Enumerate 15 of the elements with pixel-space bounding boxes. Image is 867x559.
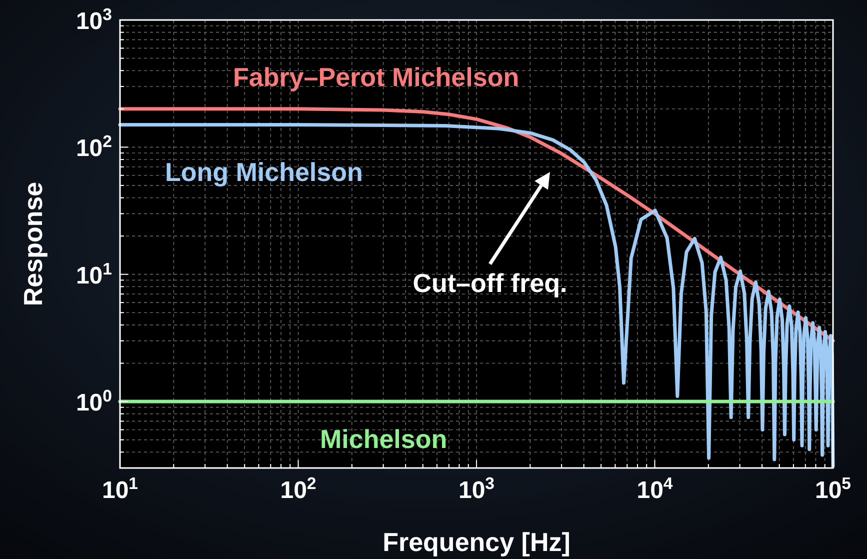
x-tick-label: 10$^{1}$ — [102, 474, 138, 504]
series-label: Fabry–Perot Michelson — [233, 62, 520, 92]
annotation: Cut–off freq. — [412, 268, 568, 298]
y-tick-label: 10$^{0}$ — [76, 386, 112, 417]
series-label: Michelson — [320, 424, 448, 454]
x-tick-label: 10$^{3}$ — [458, 474, 495, 504]
x-tick-label: 10$^{4}$ — [636, 474, 674, 504]
x-tick-label: 10$^{2}$ — [280, 474, 316, 504]
x-tick-label: 10$^{5}$ — [814, 474, 852, 504]
y-tick-label: 10$^{3}$ — [76, 4, 112, 35]
y-tick-label: 10$^{2}$ — [76, 132, 112, 162]
x-axis-title: Frequency [Hz] — [382, 527, 570, 557]
y-axis-title: Response — [18, 182, 48, 306]
series-label: Long Michelson — [165, 157, 363, 187]
y-tick-label: 10$^{1}$ — [76, 258, 112, 290]
